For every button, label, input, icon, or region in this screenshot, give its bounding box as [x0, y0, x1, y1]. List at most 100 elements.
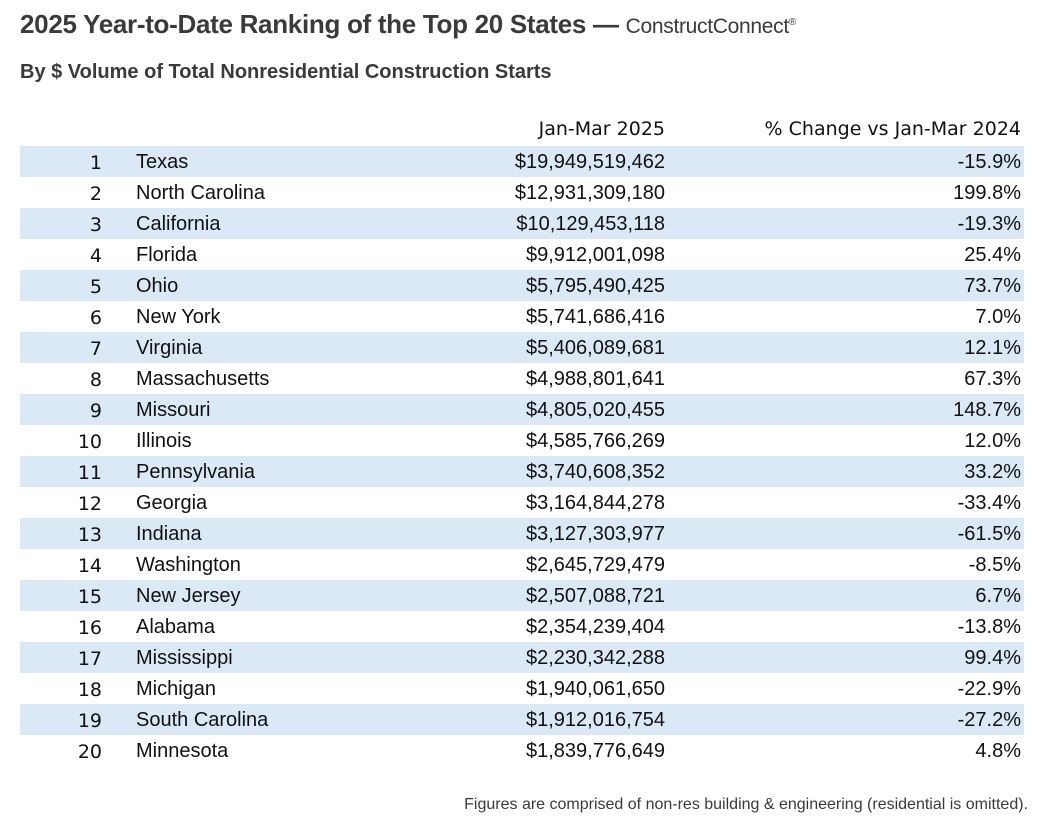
change-cell: -61.5% [957, 523, 1021, 545]
change-cell: 4.8% [975, 740, 1021, 762]
state-cell: California [136, 213, 221, 235]
change-cell: -15.9% [957, 151, 1021, 173]
rank-cell: 20 [77, 741, 102, 763]
table-row: 11 Pennsylvania $3,740,608,352 33.2% [20, 456, 1024, 487]
table-row: 12 Georgia $3,164,844,278 -33.4% [20, 487, 1024, 518]
state-cell: North Carolina [136, 182, 265, 204]
state-cell: Indiana [136, 523, 202, 545]
change-cell: -27.2% [957, 709, 1021, 731]
value-cell: $9,912,001,098 [525, 244, 665, 266]
value-cell: $3,164,844,278 [525, 492, 665, 514]
rank-cell: 10 [77, 431, 102, 453]
value-cell: $12,931,309,180 [514, 182, 665, 204]
rank-cell: 19 [77, 710, 102, 732]
ranking-table: Jan-Mar 2025 % Change vs Jan-Mar 2024 1 T… [20, 114, 1024, 766]
state-cell: South Carolina [136, 709, 269, 731]
table-row: 13 Indiana $3,127,303,977 -61.5% [20, 518, 1024, 549]
column-header-change: % Change vs Jan-Mar 2024 [764, 118, 1021, 140]
value-cell: $4,805,020,455 [525, 399, 665, 421]
value-cell: $1,940,061,650 [525, 678, 665, 700]
table-body: 1 Texas $19,949,519,462 -15.9% 2 North Caroli… [20, 146, 1024, 766]
rank-cell: 2 [89, 183, 102, 205]
table-row: 10 Illinois $4,585,766,269 12.0% [20, 425, 1024, 456]
state-cell: Florida [136, 244, 198, 266]
value-cell: $3,127,303,977 [525, 523, 665, 545]
rank-cell: 4 [89, 245, 102, 267]
rank-cell: 7 [89, 338, 102, 360]
change-cell: 12.1% [964, 337, 1021, 359]
table-row: 5 Ohio $5,795,490,425 73.7% [20, 270, 1024, 301]
rank-cell: 9 [89, 400, 102, 422]
change-cell: 12.0% [964, 430, 1021, 452]
change-cell: -22.9% [957, 678, 1021, 700]
rank-cell: 11 [77, 462, 102, 484]
value-cell: $2,354,239,404 [525, 616, 665, 638]
state-cell: New Jersey [136, 585, 241, 607]
value-cell: $2,507,088,721 [525, 585, 665, 607]
value-cell: $5,406,089,681 [525, 337, 665, 359]
table-row: 9 Missouri $4,805,020,455 148.7% [20, 394, 1024, 425]
change-cell: 148.7% [953, 399, 1021, 421]
state-cell: Washington [136, 554, 241, 576]
table-row: 16 Alabama $2,354,239,404 -13.8% [20, 611, 1024, 642]
table-header-row: Jan-Mar 2025 % Change vs Jan-Mar 2024 [20, 114, 1024, 146]
state-cell: Illinois [136, 430, 192, 452]
rank-cell: 18 [77, 679, 102, 701]
state-cell: Michigan [136, 678, 217, 700]
table-row: 6 New York $5,741,686,416 7.0% [20, 301, 1024, 332]
state-cell: Alabama [136, 616, 215, 638]
rank-cell: 12 [77, 493, 102, 515]
rank-cell: 1 [89, 152, 102, 174]
state-cell: Pennsylvania [136, 461, 255, 483]
change-cell: -13.8% [957, 616, 1021, 638]
state-cell: Georgia [136, 492, 208, 514]
table-row: 15 New Jersey $2,507,088,721 6.7% [20, 580, 1024, 611]
value-cell: $4,585,766,269 [525, 430, 665, 452]
value-cell: $1,839,776,649 [525, 740, 665, 762]
value-cell: $3,740,608,352 [525, 461, 665, 483]
rank-cell: 15 [77, 586, 102, 608]
rank-cell: 14 [77, 555, 102, 577]
change-cell: -19.3% [957, 213, 1021, 235]
table-row: 1 Texas $19,949,519,462 -15.9% [20, 146, 1024, 177]
state-cell: Ohio [136, 275, 179, 297]
table-row: 3 California $10,129,453,118 -19.3% [20, 208, 1024, 239]
table-row: 2 North Carolina $12,931,309,180 199.8% [20, 177, 1024, 208]
rank-cell: 3 [89, 214, 102, 236]
table-row: 18 Michigan $1,940,061,650 -22.9% [20, 673, 1024, 704]
column-header-value: Jan-Mar 2025 [538, 118, 665, 140]
state-cell: Virginia [136, 337, 203, 359]
value-cell: $5,795,490,425 [525, 275, 665, 297]
change-cell: 7.0% [975, 306, 1021, 328]
change-cell: -8.5% [968, 554, 1021, 576]
change-cell: 67.3% [964, 368, 1021, 390]
rank-cell: 5 [89, 276, 102, 298]
change-cell: 73.7% [964, 275, 1021, 297]
value-cell: $2,230,342,288 [525, 647, 665, 669]
brand-name: ConstructConnect® [625, 15, 797, 38]
table-row: 19 South Carolina $1,912,016,754 -27.2% [20, 704, 1024, 735]
registered-mark: ® [788, 17, 796, 28]
rank-cell: 17 [77, 648, 102, 670]
change-cell: 25.4% [964, 244, 1021, 266]
value-cell: $2,645,729,479 [525, 554, 665, 576]
change-cell: 199.8% [953, 182, 1021, 204]
table-row: 14 Washington $2,645,729,479 -8.5% [20, 549, 1024, 580]
page-title: 2025 Year-to-Date Ranking of the Top 20 … [20, 9, 796, 40]
footnote: Figures are comprised of non-res buildin… [464, 796, 1028, 813]
state-cell: New York [136, 306, 221, 328]
change-cell: -33.4% [957, 492, 1021, 514]
rank-cell: 6 [89, 307, 102, 329]
table-row: 20 Minnesota $1,839,776,649 4.8% [20, 735, 1024, 766]
rank-cell: 16 [77, 617, 102, 639]
value-cell: $19,949,519,462 [514, 151, 665, 173]
value-cell: $4,988,801,641 [525, 368, 665, 390]
table-row: 7 Virginia $5,406,089,681 12.1% [20, 332, 1024, 363]
value-cell: $1,912,016,754 [525, 709, 665, 731]
state-cell: Missouri [136, 399, 211, 421]
page-subtitle: By $ Volume of Total Nonresidential Cons… [20, 61, 552, 83]
change-cell: 33.2% [964, 461, 1021, 483]
title-main: 2025 Year-to-Date Ranking of the Top 20 … [20, 9, 626, 39]
table-row: 4 Florida $9,912,001,098 25.4% [20, 239, 1024, 270]
state-cell: Mississippi [136, 647, 233, 669]
